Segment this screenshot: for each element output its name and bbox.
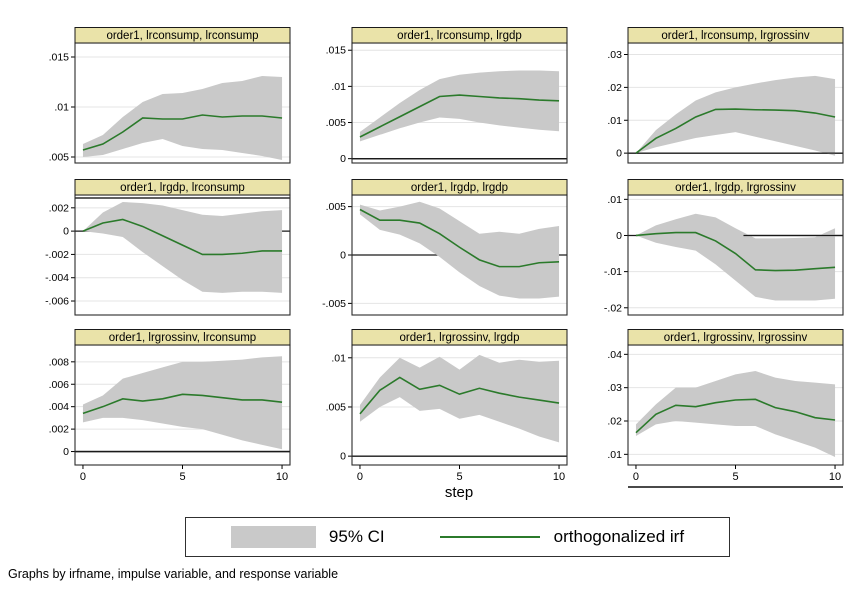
ci-band <box>359 201 560 299</box>
x-tick-label: 0 <box>633 471 639 483</box>
x-axis-title: step <box>444 484 474 501</box>
panel-title: order1, lrconsump, lrconsump <box>106 30 258 42</box>
ci-band-swatch <box>230 526 316 548</box>
y-tick-label: -.02 <box>604 302 622 314</box>
ci-band <box>635 75 836 156</box>
y-tick-label: -.004 <box>45 272 69 284</box>
irf-legend-label: orthogonalized irf <box>553 527 685 546</box>
panel-title: order1, lrgdp, lrconsump <box>120 182 245 194</box>
panel-title: order1, lrconsump, lrgrossinv <box>661 30 810 42</box>
x-tick-label: 0 <box>80 471 86 483</box>
y-tick-label: .02 <box>607 416 622 428</box>
irf-panel-order1-lrgdp-lrconsump: .002 0 -.002 -.004 -.006 order1, lrgdp, lrcon… <box>45 179 291 316</box>
panel-title: order1, lrgdp, lrgdp <box>411 182 508 194</box>
ci-band <box>82 201 283 293</box>
panel-title-bar <box>74 329 291 346</box>
panel-title-bar <box>351 27 568 44</box>
x-tick-label: 5 <box>179 471 185 483</box>
y-tick-label: .002 <box>49 424 70 436</box>
irf-panel-order1-lrconsump-lrconsump: .005 .01 .015 order1, lrconsump, lrconsump <box>49 27 291 164</box>
y-tick-label: .01 <box>331 352 346 364</box>
y-tick-label: .005 <box>49 152 70 164</box>
panel-title-bar <box>627 179 844 196</box>
x-tick-label: 10 <box>276 471 288 483</box>
y-tick-label: 0 <box>63 226 69 238</box>
x-tick-label: 10 <box>553 471 565 483</box>
irf-line <box>82 218 283 256</box>
figure-caption: Graphs by irfname, impulse variable, and… <box>8 567 339 581</box>
irf-panel-order1-lrgrossinv-lrgrossinv: .01 .02 .03 .04 order1, lrgrossinv, lrgrossi… <box>607 329 844 488</box>
y-tick-label: 0 <box>340 250 346 262</box>
y-tick-label: .01 <box>607 194 622 206</box>
irf-line <box>82 393 283 415</box>
y-tick-label: .004 <box>49 401 70 413</box>
ci-legend-label: 95% CI <box>328 527 385 546</box>
y-tick-label: 0 <box>616 230 622 242</box>
irf-line <box>359 94 560 138</box>
irf-line <box>359 376 560 415</box>
y-tick-label: 0 <box>616 148 622 160</box>
y-tick-label: -.006 <box>45 296 69 308</box>
y-tick-label: -.005 <box>322 298 346 310</box>
y-tick-label: 0 <box>63 446 69 458</box>
irf-panel-order1-lrgrossinv-lrconsump: 0 .002 .004 .006 .008 order1, lrgrossinv, lrc… <box>49 329 291 483</box>
panel-title-bar <box>351 179 568 196</box>
y-tick-label: -.01 <box>604 266 622 278</box>
x-tick-label: 10 <box>829 471 841 483</box>
ci-band <box>635 213 836 301</box>
irf-panel-order1-lrconsump-lrgrossinv: 0 .01 .02 .03 order1, lrconsump, lrgrossinv <box>607 27 844 164</box>
y-tick-label: .03 <box>607 49 622 61</box>
x-tick-label: 0 <box>357 471 363 483</box>
y-tick-label: 0 <box>340 451 346 463</box>
panel-title: order1, lrgrossinv, lrgdp <box>400 332 520 344</box>
panel-grid: .005.01.015 order1, lrconsump, lrconsump 0… <box>45 27 844 488</box>
irf-line <box>635 398 836 434</box>
y-tick-label: -.002 <box>45 249 69 261</box>
irf-line <box>359 208 560 268</box>
y-tick-label: .04 <box>607 349 622 361</box>
legend: 95% CI orthogonalized irf <box>185 517 730 557</box>
y-tick-label: .015 <box>49 52 70 64</box>
y-tick-label: .02 <box>607 82 622 94</box>
panel-title-bar <box>627 329 844 346</box>
y-tick-label: .015 <box>326 45 347 57</box>
panel-title-bar <box>74 27 291 44</box>
panel-title-bar <box>627 27 844 44</box>
y-tick-label: .008 <box>49 356 70 368</box>
irf-panel-order1-lrgdp-lrgrossinv: .01 0 -.01 -.02 order1, lrgdp, lrgrossinv <box>604 179 844 316</box>
panel-title: order1, lrgrossinv, lrgrossinv <box>664 332 808 344</box>
panel-title: order1, lrgdp, lrgrossinv <box>675 182 796 194</box>
y-tick-label: 0 <box>340 153 346 165</box>
irf-line-swatch <box>439 536 540 538</box>
panel-title: order1, lrgrossinv, lrconsump <box>109 332 256 344</box>
irf-panel-order1-lrconsump-lrgdp: 0 .005 .01 .015 order1, lrconsump, lrgdp <box>326 27 568 165</box>
ci-band <box>359 354 560 443</box>
irf-line <box>635 231 836 272</box>
irf-line <box>635 108 836 154</box>
y-tick-label: .005 <box>326 117 347 129</box>
x-tick-label: 5 <box>456 471 462 483</box>
y-tick-label: .005 <box>326 201 347 213</box>
x-tick-label: 5 <box>732 471 738 483</box>
y-tick-label: .006 <box>49 379 70 391</box>
y-tick-label: .01 <box>607 115 622 127</box>
y-tick-label: .005 <box>326 401 347 413</box>
y-tick-label: .03 <box>607 382 622 394</box>
irf-line <box>82 114 283 151</box>
panel-title-bar <box>351 329 568 346</box>
irf-panel-order1-lrgdp-lrgdp: .005 0 -.005 order1, lrgdp, lrgdp <box>322 179 568 316</box>
ci-band <box>359 70 560 142</box>
y-tick-label: .01 <box>331 81 346 93</box>
ci-band <box>82 356 283 450</box>
irf-panel-order1-lrgrossinv-lrgdp: 0 .005 .01 order1, lrgrossinv, lrgdp 0 5 10 <box>326 329 568 483</box>
panel-title: order1, lrconsump, lrgdp <box>397 30 522 42</box>
ci-band <box>635 371 836 457</box>
y-tick-label: .002 <box>49 202 70 214</box>
y-tick-label: .01 <box>54 102 69 114</box>
y-tick-label: .01 <box>607 449 622 461</box>
panel-title-bar <box>74 179 291 196</box>
ci-band <box>82 76 283 160</box>
